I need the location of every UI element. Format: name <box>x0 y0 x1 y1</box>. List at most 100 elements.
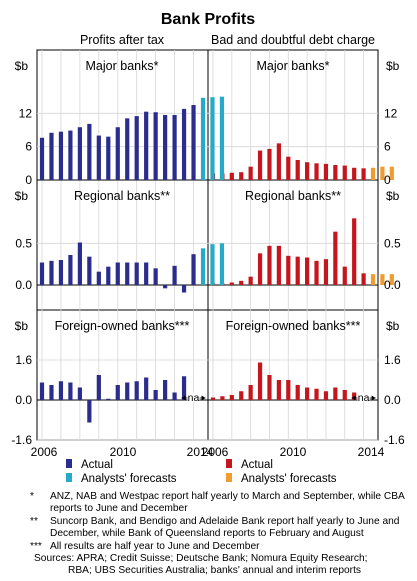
legend-left-actual-label: Actual <box>81 459 113 471</box>
profits-actual-bar <box>191 105 196 180</box>
debt-actual-bar <box>286 255 291 285</box>
footnotes: * ANZ, NAB and Westpac report half yearl… <box>30 491 410 578</box>
debt-forecast-bar <box>389 274 394 285</box>
profits-actual-bar <box>115 385 120 400</box>
profits-actual-bar <box>96 271 101 285</box>
panel-title-right: Major banks* <box>257 59 330 73</box>
unit-label-left: $b <box>15 319 29 333</box>
y-tick-label-right: 0 <box>384 173 391 187</box>
footnote-marker: *** <box>30 540 42 552</box>
column-title-right: Bad and doubtful debt charge <box>211 33 375 47</box>
debt-actual-bar <box>352 392 357 400</box>
debt-actual-bar <box>267 245 272 285</box>
y-tick-label-right: 0.5 <box>384 236 401 250</box>
y-tick-label-left: 0.0 <box>15 393 32 407</box>
na-label-left: na <box>188 392 200 404</box>
profits-actual-bar <box>39 262 45 285</box>
profits-actual-bar <box>181 108 187 180</box>
footnote-text: Suncorp Bank, and Bendigo and Adelaide B… <box>50 515 400 540</box>
profits-actual-bar <box>106 266 111 285</box>
chart-title: Bank Profits <box>161 11 255 28</box>
profits-actual-bar <box>115 127 120 180</box>
na-arrowhead-left <box>181 395 186 401</box>
debt-actual-bar <box>220 396 225 400</box>
profits-actual-bar <box>106 398 111 400</box>
debt-actual-bar <box>323 163 329 180</box>
y-tick-label-right: 6 <box>384 140 391 154</box>
legend-left-actual-swatch <box>66 459 72 468</box>
profits-actual-bar <box>191 254 196 285</box>
profits-actual-bar <box>134 381 139 400</box>
debt-actual-bar <box>267 375 272 400</box>
debt-actual-bar <box>333 231 338 285</box>
debt-actual-bar <box>295 256 300 285</box>
debt-forecast-bar <box>389 166 394 180</box>
y-tick-label-right: 0.0 <box>384 278 401 292</box>
debt-actual-bar <box>352 167 357 180</box>
profits-actual-bar <box>58 260 64 285</box>
debt-actual-bar <box>239 280 244 285</box>
panel-title-right: Regional banks** <box>245 189 341 203</box>
debt-actual-bar <box>314 388 319 400</box>
chart-legend: Actual Analysts' forecasts Actual Analysts'… <box>66 459 337 485</box>
footnote-1: * ANZ, NAB and Westpac report half yearl… <box>30 491 410 516</box>
profits-actual-bar <box>106 136 111 180</box>
debt-actual-bar <box>352 218 357 285</box>
y-tick-label-left: -1.6 <box>11 433 32 447</box>
profits-actual-bar <box>77 127 82 180</box>
legend-left-forecast-swatch <box>66 473 72 482</box>
profits-forecast-bar <box>219 243 225 285</box>
debt-actual-bar <box>286 380 291 400</box>
profits-actual-bar <box>181 285 187 293</box>
chart-marks <box>39 96 394 423</box>
debt-actual-bar <box>305 257 310 285</box>
profits-actual-bar <box>163 285 168 289</box>
profits-actual-bar <box>49 260 54 285</box>
debt-actual-bar <box>361 168 366 180</box>
profits-actual-bar <box>125 382 130 400</box>
profits-actual-bar <box>163 115 168 180</box>
debt-actual-bar <box>305 162 310 180</box>
profits-actual-bar <box>87 400 92 423</box>
debt-actual-bar <box>361 273 366 285</box>
debt-actual-bar <box>295 385 300 400</box>
profits-actual-bar <box>77 387 82 400</box>
profits-forecast-bar <box>200 248 206 285</box>
x-tick-label-right: 2014 <box>358 445 385 459</box>
debt-actual-bar <box>295 160 300 180</box>
panel-title-left: Major banks* <box>86 59 159 73</box>
debt-actual-bar <box>248 385 253 400</box>
debt-actual-bar <box>305 387 310 400</box>
column-title-left: Profits after tax <box>80 33 165 47</box>
profits-actual-bar <box>144 262 149 285</box>
footnote-text: All results are half year to June and De… <box>50 540 260 552</box>
sources-line-2: RBA; UBS Securities Australia; banks' an… <box>68 565 361 577</box>
profits-actual-bar <box>153 112 158 180</box>
legend-right-forecast-swatch <box>226 473 232 482</box>
profits-actual-bar <box>172 265 177 285</box>
debt-actual-bar <box>286 156 291 180</box>
debt-actual-bar <box>323 391 329 400</box>
profits-actual-bar <box>163 380 168 400</box>
legend-right-actual-swatch <box>226 459 232 468</box>
panel-title-right: Foreign-owned banks*** <box>226 319 361 333</box>
profits-actual-bar <box>68 255 73 285</box>
profits-forecast-bar <box>210 97 215 180</box>
debt-actual-bar <box>333 165 338 180</box>
footnote-2: ** Suncorp Bank, and Bendigo and Adelaid… <box>30 516 410 541</box>
profits-forecast-bar <box>210 244 215 285</box>
profits-actual-bar <box>77 242 82 285</box>
unit-label-left: $b <box>15 189 29 203</box>
profits-actual-bar <box>96 375 101 400</box>
profits-actual-bar <box>125 262 130 285</box>
profits-actual-bar <box>87 123 92 180</box>
debt-forecast-bar <box>370 167 376 180</box>
footnote-marker: * <box>30 491 34 502</box>
debt-actual-bar <box>276 143 281 180</box>
profits-actual-bar <box>68 382 73 400</box>
debt-actual-bar <box>342 266 347 285</box>
y-tick-label-right: 1.6 <box>384 353 401 367</box>
debt-actual-bar <box>257 150 263 180</box>
debt-actual-bar <box>257 253 263 285</box>
profits-forecast-bar <box>219 96 225 180</box>
